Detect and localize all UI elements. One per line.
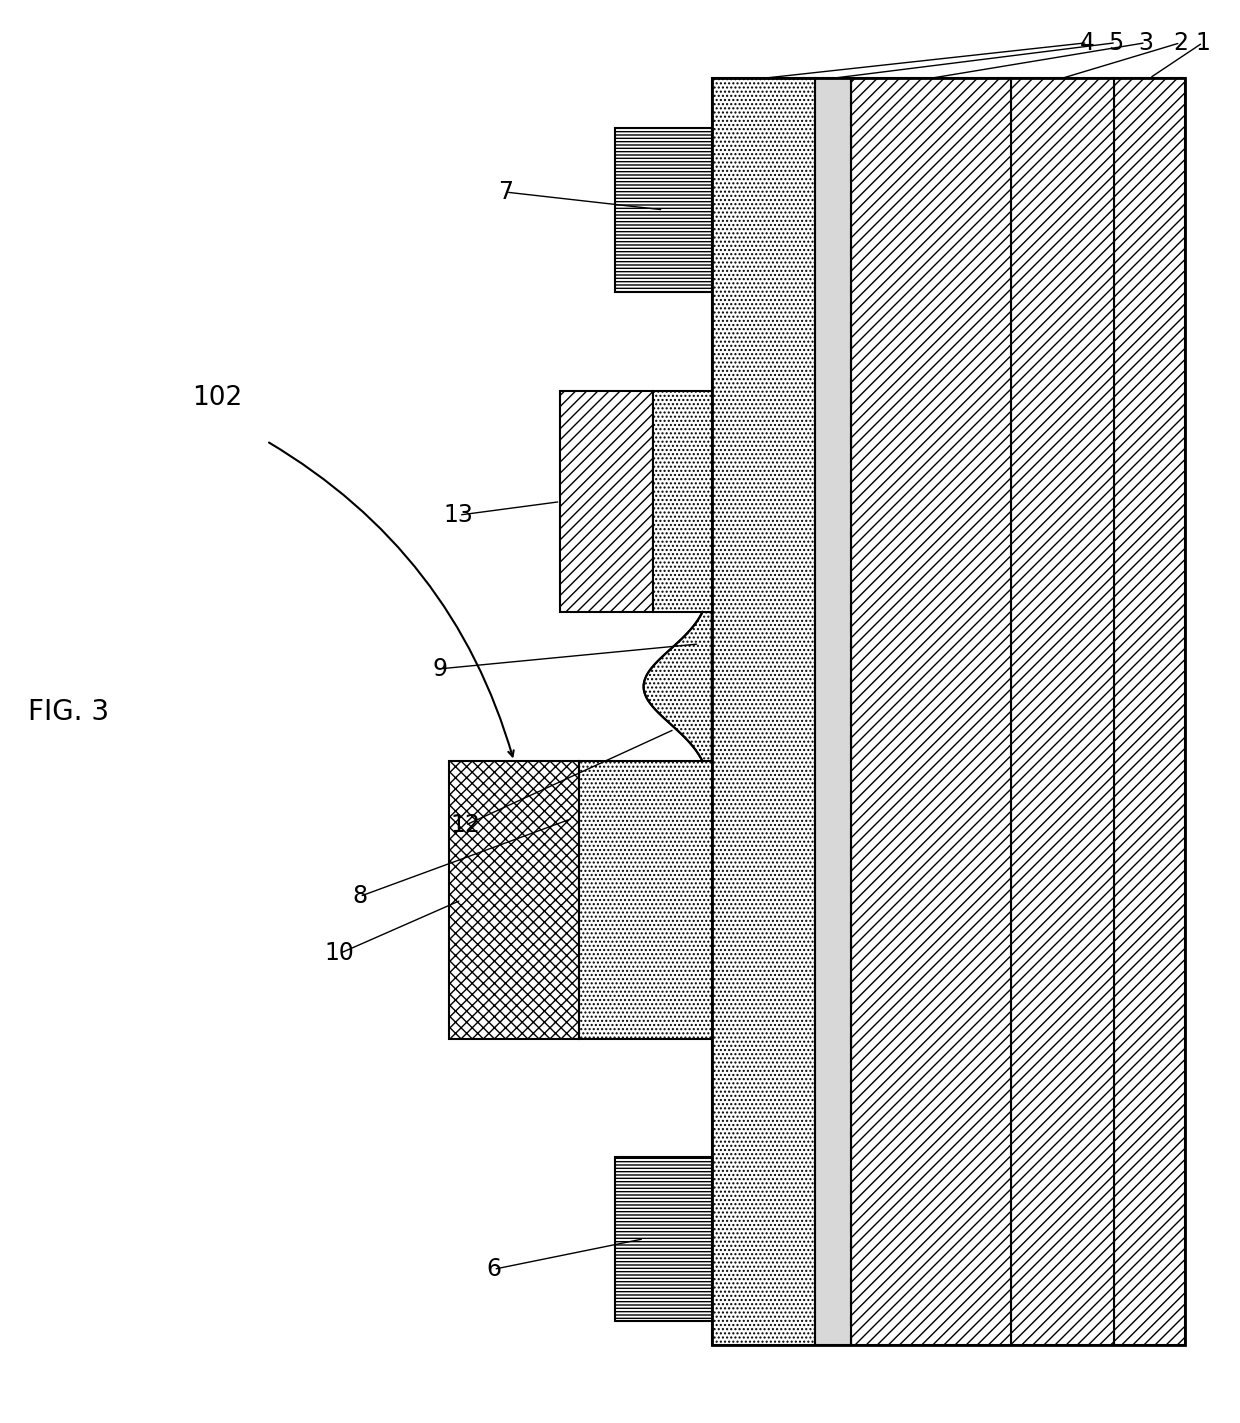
Bar <box>1114 78 1185 1345</box>
Text: 7: 7 <box>498 181 513 203</box>
Bar <box>712 78 1185 1345</box>
Text: 4: 4 <box>1080 31 1095 54</box>
Text: 13: 13 <box>444 504 474 527</box>
Text: 1: 1 <box>1195 31 1210 54</box>
Bar <box>1011 78 1114 1345</box>
Bar <box>851 78 1011 1345</box>
Text: 2: 2 <box>1173 31 1188 54</box>
Text: 5: 5 <box>1109 31 1123 54</box>
Text: 10: 10 <box>325 942 355 965</box>
Polygon shape <box>644 612 712 761</box>
Bar <box>815 78 851 1345</box>
Bar <box>449 761 579 1039</box>
Bar <box>653 391 712 612</box>
Bar <box>615 1157 712 1321</box>
Text: 8: 8 <box>352 885 367 908</box>
Text: FIG. 3: FIG. 3 <box>27 697 109 726</box>
Bar <box>712 78 815 1345</box>
Text: 102: 102 <box>192 386 242 411</box>
Bar <box>560 391 653 612</box>
Text: 9: 9 <box>433 657 448 680</box>
Text: 6: 6 <box>486 1258 501 1281</box>
Bar <box>579 761 712 1039</box>
Bar <box>615 128 712 292</box>
Text: 3: 3 <box>1138 31 1153 54</box>
Text: 12: 12 <box>450 814 480 837</box>
